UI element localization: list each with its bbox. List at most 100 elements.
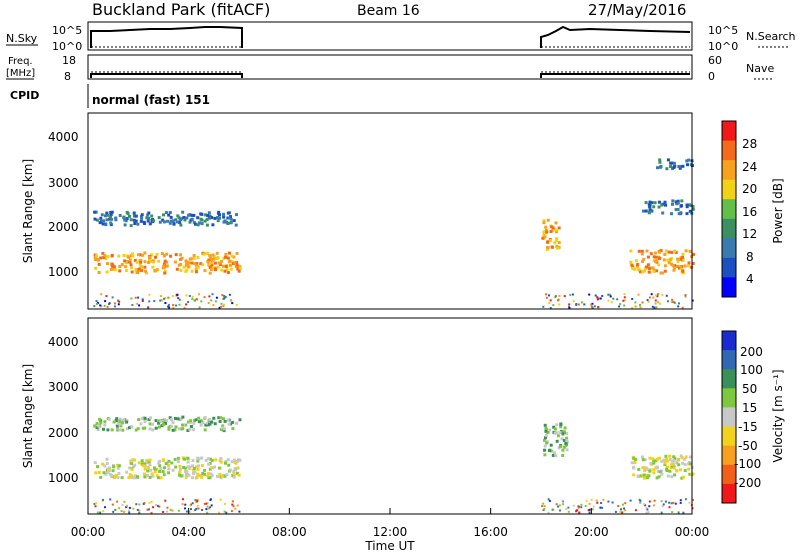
power-cells-cell: [550, 245, 554, 249]
power-cells-cell: [123, 218, 127, 222]
power-cells-speckle: [654, 299, 657, 302]
vel-cells-speckle: [169, 508, 172, 511]
vel-cells-cell: [665, 459, 669, 463]
power-cells-cell: [196, 223, 200, 227]
power-cells-cell: [629, 249, 633, 253]
power-cells-cell: [554, 239, 558, 242]
power-cells-speckle: [113, 302, 116, 305]
power-cells-cell: [151, 260, 155, 264]
vel-cells-speckle: [166, 506, 169, 509]
vel-cells-cell: [212, 416, 216, 420]
vel-cells-cell: [680, 456, 684, 460]
vel-cells-speckle: [688, 501, 691, 504]
power-cells-speckle: [656, 295, 659, 298]
vel-cells-cell: [177, 427, 181, 431]
vel-cells-cell: [143, 464, 147, 468]
power-cells-speckle: [583, 303, 586, 306]
vel-cells-speckle: [197, 507, 200, 510]
power-cells-cell: [674, 208, 678, 212]
power-cells-cell: [217, 261, 221, 265]
vel-cells-cell: [99, 421, 103, 425]
freq-left-tick-bottom: 8: [64, 70, 71, 83]
noise-panel-frame: [87, 21, 693, 51]
power-cells-cell: [681, 259, 684, 262]
power-cells-cell: [177, 216, 181, 220]
power-cells-cell: [192, 256, 196, 260]
vel-cells-cell: [176, 456, 180, 460]
vel-cells-cell: [645, 467, 649, 471]
vel-cells-speckle: [191, 502, 194, 505]
power-cells-cell: [148, 255, 152, 259]
vel-cells-cell: [167, 459, 171, 463]
power-cells-cell: [234, 223, 238, 227]
power-cells-cell: [147, 216, 151, 220]
power-cells-cell: [630, 263, 634, 267]
vel-cells-speckle: [143, 502, 146, 505]
vel-cells-cell: [130, 468, 134, 472]
power-cells-cell: [129, 218, 133, 222]
vel-cells-cell: [636, 474, 640, 478]
vel-cells-cell: [104, 472, 108, 476]
vel-cells-speckle: [189, 504, 192, 507]
power-cells-cell: [163, 262, 166, 266]
cpid-label: CPID: [10, 89, 39, 102]
vel-cells-cell: [544, 434, 548, 437]
power-cells-cell: [106, 213, 110, 217]
power-cells-cell: [657, 200, 661, 204]
vel-cells-speckle: [184, 503, 187, 506]
vel-cells-speckle: [646, 508, 649, 511]
vel-cells-cell: [187, 420, 190, 424]
vel-cells-cell: [178, 470, 182, 474]
power-cells-cell: [641, 260, 644, 264]
vel-cells-speckle: [231, 500, 234, 503]
vel-cells-cell: [103, 423, 107, 427]
power-cbar-tick-28: 28: [742, 137, 757, 151]
vel-cells-cell: [143, 416, 147, 420]
vel-cells-cell: [670, 463, 674, 467]
nsky-trace: [90, 26, 243, 48]
power-cells-speckle: [654, 302, 657, 305]
vel-cells-cell: [556, 434, 560, 438]
power-cells-cell: [218, 263, 222, 267]
power-cells-speckle: [223, 295, 226, 297]
vel-cells-speckle: [580, 506, 583, 509]
power-cells-speckle: [148, 300, 151, 303]
vel-cells-speckle: [147, 508, 150, 511]
vel-cells-cell: [111, 469, 115, 473]
power-cells-speckle: [568, 303, 571, 306]
vel-cells-speckle: [206, 511, 209, 514]
power-cells-cell: [230, 254, 234, 258]
vel-cells-speckle: [588, 502, 591, 505]
power-cells-cell: [93, 217, 97, 221]
power-cells-speckle: [148, 293, 151, 296]
power-cells-cell: [555, 228, 559, 232]
vel-cells-cell: [231, 427, 235, 431]
vel-cells-cell: [642, 473, 646, 477]
power-cells-cell: [658, 165, 662, 169]
vel-cells-cell: [220, 474, 224, 478]
vel-cells-cell: [140, 417, 144, 421]
vel-cells-speckle: [645, 511, 648, 514]
power-cells-cell: [212, 257, 216, 261]
power-cells-cell: [185, 268, 189, 272]
power-cells-cell: [144, 269, 147, 273]
power-cells-cell: [168, 211, 172, 214]
vel-cells-cell: [660, 459, 664, 463]
vel-cells-cell: [143, 420, 147, 424]
vel-cells-cell: [95, 422, 99, 426]
vel-cells-cell: [223, 474, 227, 478]
power-cells-speckle: [609, 293, 611, 296]
power-cbar-tick-24: 24: [742, 160, 757, 174]
vel-cells-cell: [148, 458, 152, 462]
vel-cells-cell: [226, 458, 230, 462]
vel-cells-cell: [99, 475, 103, 479]
power-cells-cell: [208, 254, 212, 258]
power-cells-speckle: [648, 296, 651, 299]
vel-cells-cell: [203, 428, 207, 432]
vel-cells-cell: [219, 416, 223, 420]
power-cells-cell: [150, 214, 154, 218]
vel-cells-speckle: [194, 499, 197, 502]
power-cells-cell: [179, 218, 183, 222]
freq-panel-frame: [87, 54, 693, 80]
vel-cells-cell: [188, 420, 192, 424]
